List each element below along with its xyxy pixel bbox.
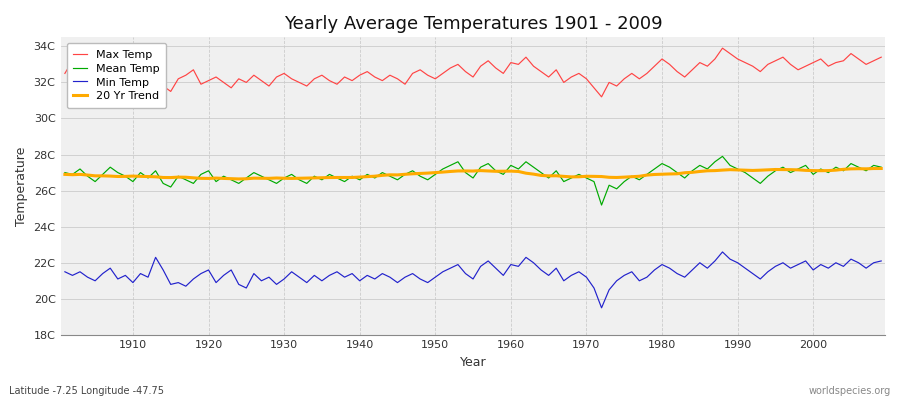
Mean Temp	[59, 170, 70, 175]
Min Temp	[717, 250, 728, 254]
Max Temp	[498, 71, 508, 76]
Line: Mean Temp: Mean Temp	[65, 156, 881, 205]
Text: worldspecies.org: worldspecies.org	[809, 386, 891, 396]
20 Yr Trend	[120, 174, 130, 179]
Min Temp	[286, 269, 297, 274]
Mean Temp	[596, 203, 607, 208]
Mean Temp	[120, 174, 130, 178]
Max Temp	[604, 80, 615, 85]
20 Yr Trend	[59, 172, 70, 177]
Min Temp	[506, 262, 517, 267]
Max Temp	[120, 71, 130, 76]
Max Temp	[717, 46, 728, 50]
Max Temp	[59, 71, 70, 76]
Max Temp	[286, 76, 297, 81]
Mean Temp	[876, 165, 886, 170]
20 Yr Trend	[293, 176, 304, 181]
Max Temp	[876, 55, 886, 60]
Mean Temp	[604, 183, 615, 188]
Max Temp	[596, 94, 607, 99]
Line: 20 Yr Trend: 20 Yr Trend	[65, 168, 881, 179]
20 Yr Trend	[506, 169, 517, 174]
Min Temp	[59, 269, 70, 274]
20 Yr Trend	[513, 169, 524, 174]
Title: Yearly Average Temperatures 1901 - 2009: Yearly Average Temperatures 1901 - 2009	[284, 15, 662, 33]
Max Temp	[331, 82, 342, 87]
Y-axis label: Temperature: Temperature	[15, 146, 28, 226]
Mean Temp	[331, 176, 342, 180]
Min Temp	[331, 269, 342, 274]
20 Yr Trend	[233, 176, 244, 181]
Legend: Max Temp, Mean Temp, Min Temp, 20 Yr Trend: Max Temp, Mean Temp, Min Temp, 20 Yr Tre…	[67, 43, 166, 108]
Min Temp	[498, 273, 508, 278]
Mean Temp	[506, 163, 517, 168]
Max Temp	[506, 60, 517, 65]
X-axis label: Year: Year	[460, 356, 486, 369]
Min Temp	[596, 306, 607, 310]
20 Yr Trend	[876, 166, 886, 171]
Mean Temp	[717, 154, 728, 159]
Min Temp	[120, 273, 130, 278]
20 Yr Trend	[339, 175, 350, 180]
Mean Temp	[498, 172, 508, 177]
Min Temp	[876, 258, 886, 263]
Mean Temp	[286, 172, 297, 177]
20 Yr Trend	[604, 175, 615, 180]
Min Temp	[604, 288, 615, 292]
Line: Min Temp: Min Temp	[65, 252, 881, 308]
Line: Max Temp: Max Temp	[65, 48, 881, 97]
Text: Latitude -7.25 Longitude -47.75: Latitude -7.25 Longitude -47.75	[9, 386, 164, 396]
